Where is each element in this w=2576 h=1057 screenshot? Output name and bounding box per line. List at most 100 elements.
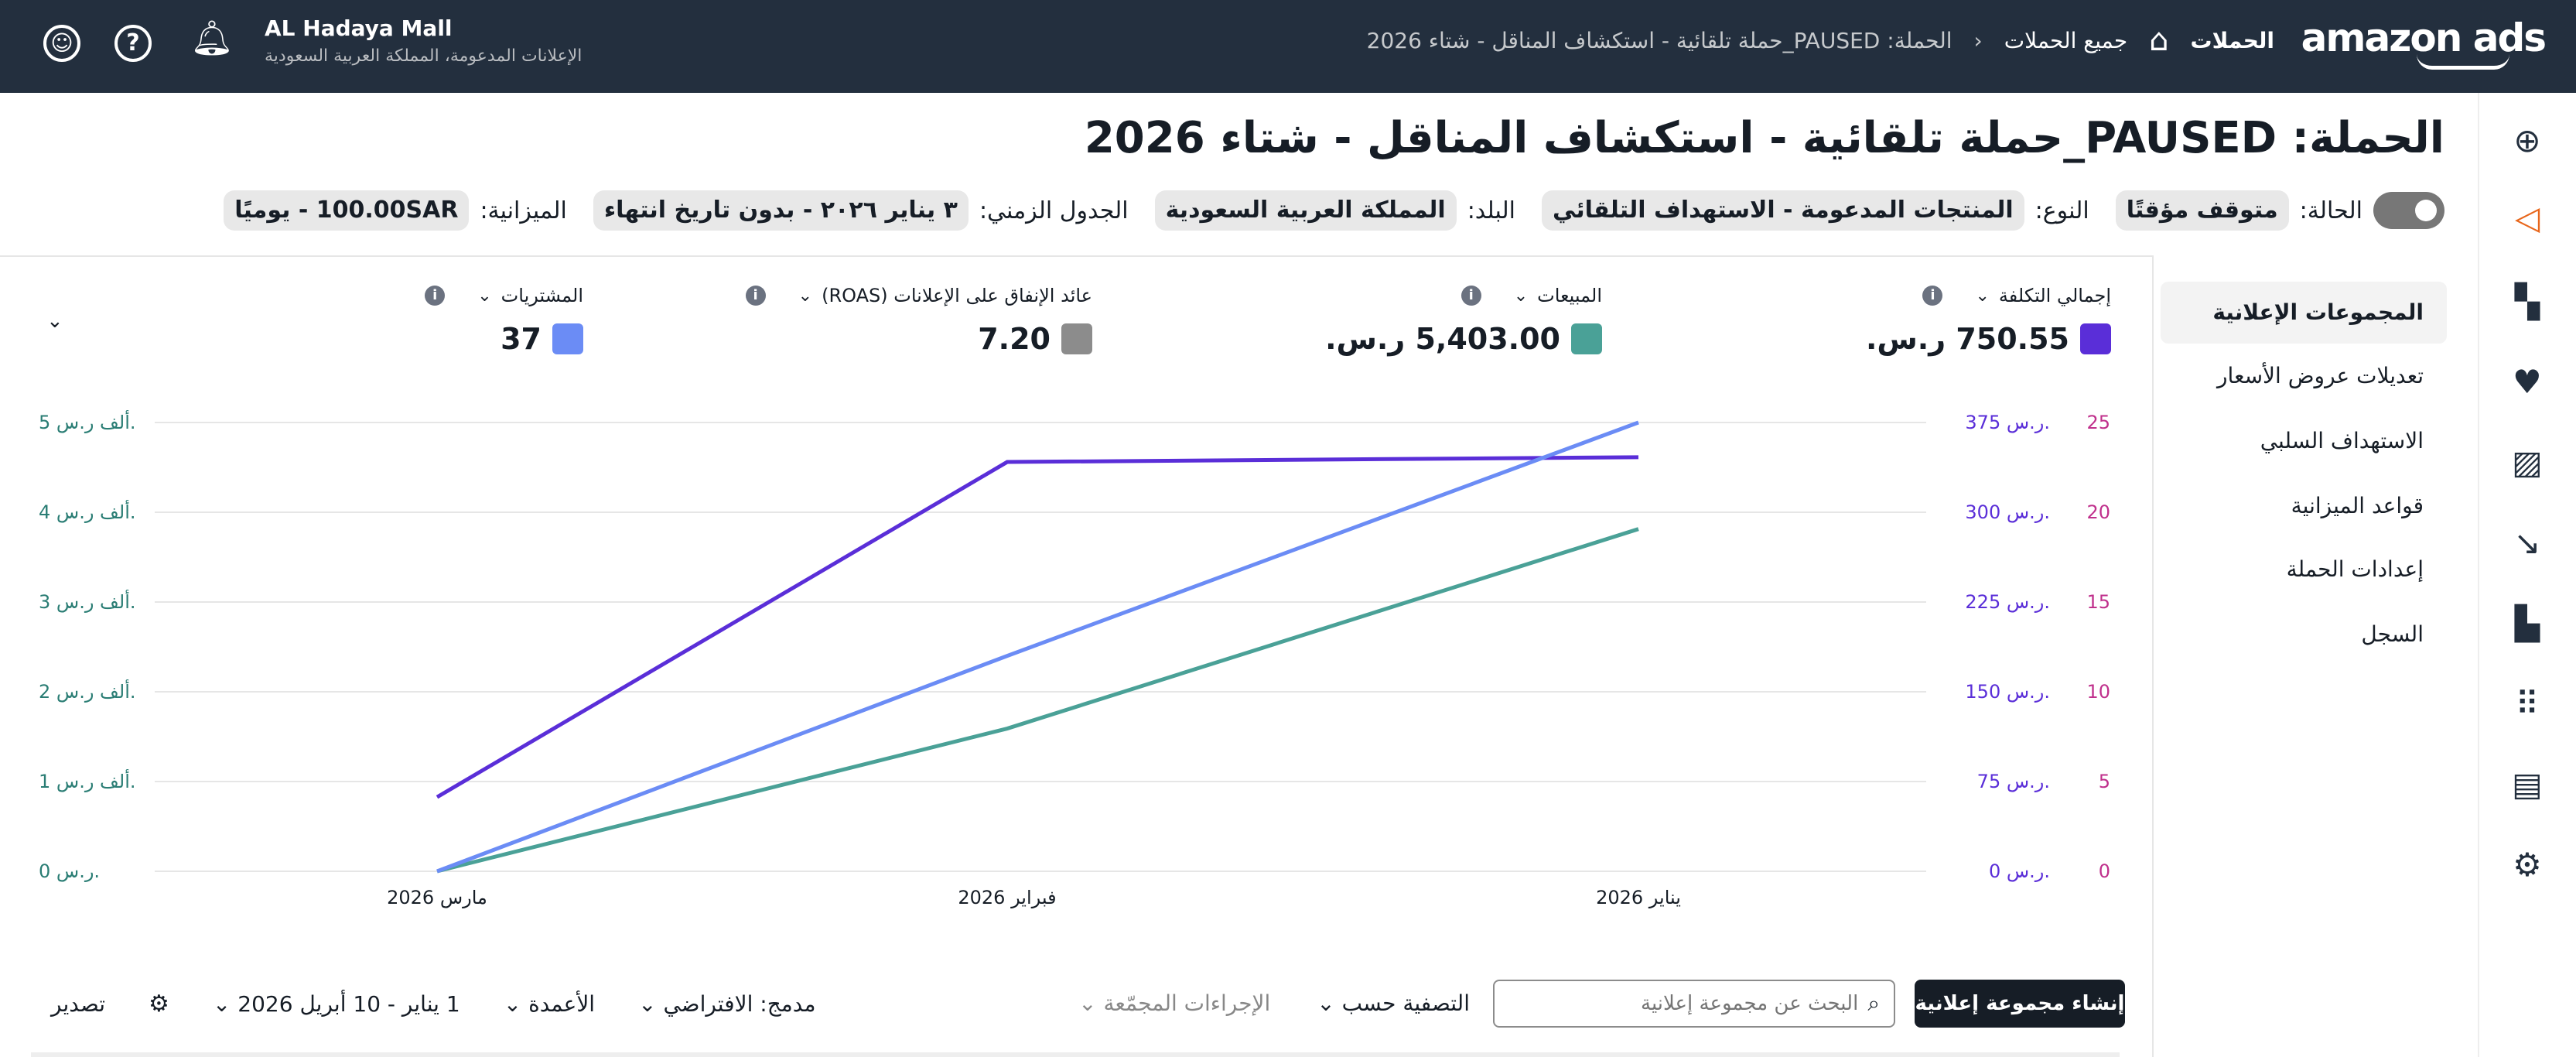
metric-total-cost-header[interactable]: إجمالي التكلفة ⌄ i xyxy=(1922,285,2111,306)
filter-dropdown[interactable]: التصفية حسب ⌄ xyxy=(1317,990,1470,1016)
status-value: متوقف مؤقتًا xyxy=(2115,190,2289,231)
metric-value: 37 xyxy=(501,322,542,356)
purchases-axis-tick: 20 xyxy=(2086,501,2110,523)
metric-roas-value: 7.20 xyxy=(978,322,1092,356)
table-header-strip xyxy=(31,1052,2120,1057)
info-icon[interactable]: i xyxy=(745,286,766,306)
image-icon[interactable]: ▨ xyxy=(2512,443,2543,481)
bar-chart-icon[interactable]: ▙ xyxy=(2514,604,2540,642)
country-label: البلد: xyxy=(1467,197,1516,224)
apps-grid-icon[interactable]: ⠿ xyxy=(2515,685,2540,723)
merged-dropdown[interactable]: مدمج: الافتراضي ⌄ xyxy=(638,991,815,1017)
create-ad-group-button[interactable]: إنشاء مجموعة إعلانية xyxy=(1915,980,2125,1028)
metric-swatch xyxy=(2080,323,2111,354)
page-title: الحملة: PAUSED_حملة تلقائية - استكشاف ال… xyxy=(1084,113,2444,163)
series-line-1 xyxy=(436,527,1639,874)
breadcrumb-chevron-icon: ‹ xyxy=(1973,27,1983,53)
cost-axis-tick: 375 ر.س. xyxy=(1965,412,2050,433)
subnav-budget-rules[interactable]: قواعد الميزانية xyxy=(2291,493,2424,518)
subnav-campaign-settings[interactable]: إعدادات الحملة xyxy=(2286,556,2424,582)
subnav-bid-adjustments[interactable]: تعديلات عروض الأسعار xyxy=(2217,363,2424,388)
schedule-label: الجدول الزمني: xyxy=(979,197,1129,224)
metric-swatch xyxy=(1571,323,1602,354)
breadcrumb-all-campaigns[interactable]: جميع الحملات xyxy=(2004,27,2128,53)
x-axis-tick: يناير 2026 xyxy=(1596,887,1681,908)
subnav-history[interactable]: السجل xyxy=(2361,621,2424,647)
type-value: المنتجات المدعومة - الاستهداف التلقائي xyxy=(1542,190,2024,231)
settings-gear-icon[interactable]: ⚙ xyxy=(149,990,169,1018)
status-toggle[interactable] xyxy=(2373,192,2444,229)
filter-label: التصفية حسب xyxy=(1341,990,1470,1016)
metric-value: 5,403.00 ر.س. xyxy=(1325,322,1560,356)
divider xyxy=(0,255,2152,257)
cost-axis-tick: 75 ر.س. xyxy=(1977,771,2050,792)
bulk-actions-label: الإجراءات المجمّعة xyxy=(1103,990,1271,1016)
briefcase-icon[interactable]: ▤ xyxy=(2512,765,2543,803)
chart-collapse-chevron-icon[interactable]: ⌄ xyxy=(46,310,63,333)
bell-icon[interactable]: 🔔︎ xyxy=(190,19,234,58)
info-icon[interactable]: i xyxy=(425,286,446,306)
metric-label: عائد الإنفاق على الإعلانات (ROAS) xyxy=(822,285,1092,306)
left-axis-tick: 4 ألف ر.س. xyxy=(39,500,136,523)
shield-heart-icon[interactable]: ♥ xyxy=(2513,363,2542,401)
schedule-value: ٣ يناير ٢٠٢٦ - بدون تاريخ انتهاء xyxy=(593,190,969,231)
plus-circle-icon[interactable]: ⊕ xyxy=(2513,121,2541,159)
dashboard-icon[interactable]: ▚ xyxy=(2514,282,2540,320)
left-axis-tick: 0 ر.س. xyxy=(39,860,100,882)
export-button[interactable]: تصدير xyxy=(51,991,106,1017)
campaigns-link[interactable]: الحملات xyxy=(2190,27,2274,53)
breadcrumb-current: الحملة: PAUSED_حملة تلقائية - استكشاف ال… xyxy=(1366,27,1952,53)
budget-value: 100.00SAR - يوميًا xyxy=(224,190,470,231)
country-value: المملكة العربية السعودية xyxy=(1154,190,1457,231)
metric-swatch xyxy=(552,323,583,354)
date-range-dropdown[interactable]: 1 يناير - 10 أبريل 2026 ⌄ xyxy=(213,991,460,1017)
x-axis-tick: مارس 2026 xyxy=(387,887,487,908)
purchases-axis-tick: 0 xyxy=(2099,860,2110,882)
columns-label: الأعمدة xyxy=(528,991,596,1017)
metric-sales-value: 5,403.00 ر.س. xyxy=(1325,322,1602,356)
chevron-down-icon: ⌄ xyxy=(477,286,492,306)
megaphone-icon[interactable]: ◁ xyxy=(2514,199,2540,237)
chevron-down-icon: ⌄ xyxy=(1078,990,1097,1016)
chevron-down-icon: ⌄ xyxy=(1513,286,1529,306)
chevron-down-icon: ⌄ xyxy=(1975,286,1990,306)
purchases-axis-tick: 15 xyxy=(2086,591,2110,613)
user-icon[interactable]: ☺ xyxy=(43,25,80,62)
bulk-actions-dropdown[interactable]: الإجراءات المجمّعة ⌄ xyxy=(1078,990,1270,1016)
search-icon: ⌕ xyxy=(1867,990,1880,1016)
search-input[interactable] xyxy=(1533,992,1859,1015)
logo-smile-icon xyxy=(2417,54,2509,70)
series-line-2 xyxy=(436,420,1639,874)
info-icon[interactable]: i xyxy=(1461,286,1481,306)
help-icon[interactable]: ? xyxy=(114,25,152,62)
campaign-summary: الحالة: متوقف مؤقتًا النوع: المنتجات الم… xyxy=(224,190,2444,231)
metric-sales-header[interactable]: المبيعات ⌄ i xyxy=(1461,285,1602,306)
purchases-axis-tick: 5 xyxy=(2099,771,2110,792)
budget-label: الميزانية: xyxy=(480,197,567,224)
chevron-down-icon: ⌄ xyxy=(503,991,522,1017)
toolbar-dropdowns-right: التصفية حسب ⌄ الإجراءات المجمّعة ⌄ xyxy=(1078,990,1470,1016)
chevron-down-icon: ⌄ xyxy=(798,286,813,306)
info-icon[interactable]: i xyxy=(1922,286,1943,306)
gear-icon[interactable]: ⚙ xyxy=(2513,846,2542,884)
metric-purchases-header[interactable]: المشتريات ⌄ i xyxy=(425,285,583,306)
home-icon[interactable]: ⌂ xyxy=(2149,22,2169,58)
left-axis-tick: 5 ألف ر.س. xyxy=(39,410,136,433)
left-axis-tick: 2 ألف ر.س. xyxy=(39,679,136,703)
metric-roas-header[interactable]: عائد الإنفاق على الإعلانات (ROAS) ⌄ i xyxy=(745,285,1092,306)
top-bar: amazon ads الحملات ⌂ جميع الحملات ‹ الحم… xyxy=(0,0,2576,93)
account-name[interactable]: AL Hadaya Mall xyxy=(265,15,453,41)
purchases-axis-tick: 10 xyxy=(2086,681,2110,703)
search-box[interactable]: ⌕ xyxy=(1493,980,1895,1028)
series-line-0 xyxy=(436,455,1639,799)
campaign-subnav: المجموعات الإعلانية تعديلات عروض الأسعار… xyxy=(2152,255,2478,1057)
trend-icon[interactable]: ↘ xyxy=(2513,524,2541,562)
metric-purchases-value: 37 xyxy=(501,322,583,356)
amazon-ads-logo[interactable]: amazon ads xyxy=(2301,15,2547,60)
subnav-ad-groups[interactable]: المجموعات الإعلانية xyxy=(2161,282,2447,344)
subnav-negative-targeting[interactable]: الاستهداف السلبي xyxy=(2260,428,2424,453)
chevron-down-icon: ⌄ xyxy=(638,991,657,1017)
columns-dropdown[interactable]: الأعمدة ⌄ xyxy=(504,991,595,1017)
cost-axis-tick: 225 ر.س. xyxy=(1965,591,2050,613)
left-axis-tick: 3 ألف ر.س. xyxy=(39,590,136,613)
